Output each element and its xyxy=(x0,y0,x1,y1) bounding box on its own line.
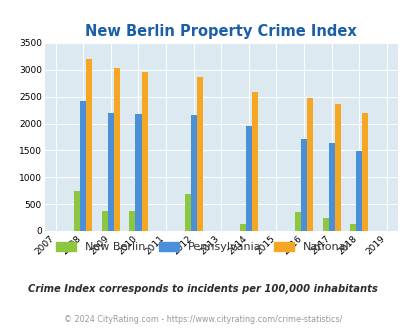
Bar xyxy=(129,211,135,231)
Bar xyxy=(322,217,328,231)
Bar xyxy=(294,212,300,231)
Bar xyxy=(86,59,92,231)
Bar xyxy=(108,113,114,231)
Bar xyxy=(328,144,334,231)
Bar xyxy=(306,98,312,231)
Bar xyxy=(102,211,108,231)
Bar xyxy=(80,101,86,231)
Bar xyxy=(334,104,340,231)
Bar xyxy=(184,194,190,231)
Bar xyxy=(251,92,257,231)
Bar xyxy=(114,68,120,231)
Bar xyxy=(190,115,196,231)
Bar xyxy=(141,73,147,231)
Bar xyxy=(361,113,367,231)
Bar xyxy=(135,115,141,231)
Bar xyxy=(300,139,306,231)
Bar xyxy=(239,224,245,231)
Text: © 2024 CityRating.com - https://www.cityrating.com/crime-statistics/: © 2024 CityRating.com - https://www.city… xyxy=(64,315,341,324)
Bar xyxy=(74,191,80,231)
Bar xyxy=(349,224,355,231)
Bar xyxy=(245,126,251,231)
Bar xyxy=(196,77,202,231)
Title: New Berlin Property Crime Index: New Berlin Property Crime Index xyxy=(85,24,356,39)
Legend: New Berlin, Pennsylvania, National: New Berlin, Pennsylvania, National xyxy=(56,242,349,252)
Text: Crime Index corresponds to incidents per 100,000 inhabitants: Crime Index corresponds to incidents per… xyxy=(28,284,377,294)
Bar xyxy=(355,151,361,231)
